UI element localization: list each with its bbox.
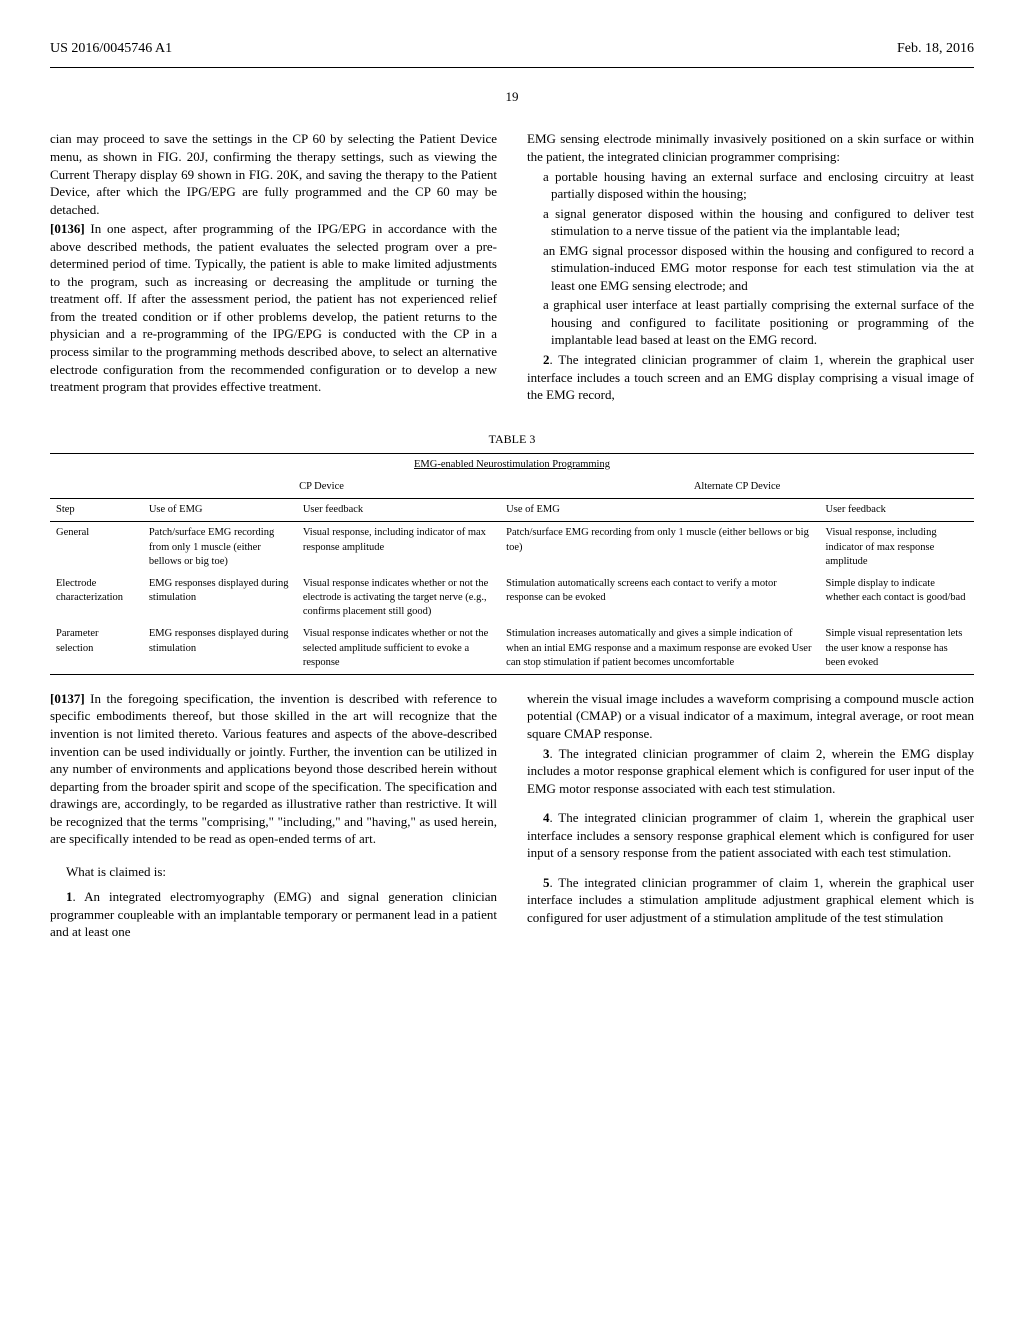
para-continuation: cian may proceed to save the settings in… bbox=[50, 130, 497, 218]
para-number: [0137] bbox=[50, 691, 85, 706]
page-number: 19 bbox=[50, 88, 974, 106]
claim1-sub-d: a graphical user interface at least part… bbox=[551, 296, 974, 349]
cell-fb2: Simple visual representation lets the us… bbox=[820, 623, 974, 674]
publication-number: US 2016/0045746 A1 bbox=[50, 40, 172, 59]
cell-step: Parameter selection bbox=[50, 623, 143, 674]
claim2-continuation: wherein the visual image includes a wave… bbox=[527, 690, 974, 743]
top-columns: cian may proceed to save the settings in… bbox=[50, 130, 974, 415]
cell-use1: Patch/surface EMG recording from only 1 … bbox=[143, 522, 297, 573]
cell-fb1: Visual response, including indicator of … bbox=[297, 522, 500, 573]
table-row: General Patch/surface EMG recording from… bbox=[50, 522, 974, 573]
cell-use2: Stimulation automatically screens each c… bbox=[500, 573, 819, 624]
cell-step: General bbox=[50, 522, 143, 573]
table-caption: EMG-enabled Neurostimulation Programming bbox=[50, 453, 974, 476]
cell-use1: EMG responses displayed during stimulati… bbox=[143, 573, 297, 624]
claim-5: 5. The integrated clinician programmer o… bbox=[527, 874, 974, 927]
group-header-row: CP Device Alternate CP Device bbox=[50, 476, 974, 499]
th-use1: Use of EMG bbox=[143, 499, 297, 522]
claim-text: . The integrated clinician programmer of… bbox=[527, 746, 974, 796]
claim1-sub-a: a portable housing having an external su… bbox=[551, 168, 974, 203]
bottom-columns: [0137] In the foregoing specification, t… bbox=[50, 690, 974, 953]
claim-2: 2. The integrated clinician programmer o… bbox=[527, 351, 974, 404]
th-step: Step bbox=[50, 499, 143, 522]
cell-use1: EMG responses displayed during stimulati… bbox=[143, 623, 297, 674]
claim-text: . The integrated clinician programmer of… bbox=[527, 352, 974, 402]
empty-header bbox=[50, 476, 143, 499]
claims-heading: What is claimed is: bbox=[66, 863, 497, 881]
para-text: In the foregoing specification, the inve… bbox=[50, 691, 497, 846]
cell-fb1: Visual response indicates whether or not… bbox=[297, 573, 500, 624]
cell-use2: Stimulation increases automatically and … bbox=[500, 623, 819, 674]
claim-3: 3. The integrated clinician programmer o… bbox=[527, 745, 974, 798]
table-row: Parameter selection EMG responses displa… bbox=[50, 623, 974, 674]
right-col-bottom: wherein the visual image includes a wave… bbox=[527, 690, 974, 953]
para-text: In one aspect, after programming of the … bbox=[50, 221, 497, 394]
table-row: Electrode characterization EMG responses… bbox=[50, 573, 974, 624]
claim1-sub-b: a signal generator disposed within the h… bbox=[551, 205, 974, 240]
header-divider bbox=[50, 67, 974, 68]
th-use2: Use of EMG bbox=[500, 499, 819, 522]
claim1-sub-c: an EMG signal processor disposed within … bbox=[551, 242, 974, 295]
claim-text: . The integrated clinician programmer of… bbox=[527, 810, 974, 860]
para-number: [0136] bbox=[50, 221, 85, 236]
claim1-continuation: EMG sensing electrode minimally invasive… bbox=[527, 130, 974, 165]
column-header-row: Step Use of EMG User feedback Use of EMG… bbox=[50, 499, 974, 522]
para-0137: [0137] In the foregoing specification, t… bbox=[50, 690, 497, 848]
claim-1: 1. An integrated electromyography (EMG) … bbox=[50, 888, 497, 941]
left-col-bottom: [0137] In the foregoing specification, t… bbox=[50, 690, 497, 953]
claim-text: . The integrated clinician programmer of… bbox=[527, 875, 974, 925]
th-fb2: User feedback bbox=[820, 499, 974, 522]
cell-fb2: Simple display to indicate whether each … bbox=[820, 573, 974, 624]
cell-fb1: Visual response indicates whether or not… bbox=[297, 623, 500, 674]
publication-date: Feb. 18, 2016 bbox=[897, 40, 974, 59]
right-col-top: EMG sensing electrode minimally invasive… bbox=[527, 130, 974, 415]
page-header: US 2016/0045746 A1 Feb. 18, 2016 bbox=[50, 40, 974, 59]
group-alt: Alternate CP Device bbox=[500, 476, 974, 499]
table-title: TABLE 3 bbox=[50, 431, 974, 447]
para-0136: [0136] In one aspect, after programming … bbox=[50, 220, 497, 395]
claim-4: 4. The integrated clinician programmer o… bbox=[527, 809, 974, 862]
cell-use2: Patch/surface EMG recording from only 1 … bbox=[500, 522, 819, 573]
left-col-top: cian may proceed to save the settings in… bbox=[50, 130, 497, 415]
table-3: EMG-enabled Neurostimulation Programming… bbox=[50, 453, 974, 675]
cell-step: Electrode characterization bbox=[50, 573, 143, 624]
cell-fb2: Visual response, including indicator of … bbox=[820, 522, 974, 573]
emg-table: EMG-enabled Neurostimulation Programming… bbox=[50, 453, 974, 675]
group-cp: CP Device bbox=[143, 476, 500, 499]
th-fb1: User feedback bbox=[297, 499, 500, 522]
claim-text: . An integrated electromyography (EMG) a… bbox=[50, 889, 497, 939]
